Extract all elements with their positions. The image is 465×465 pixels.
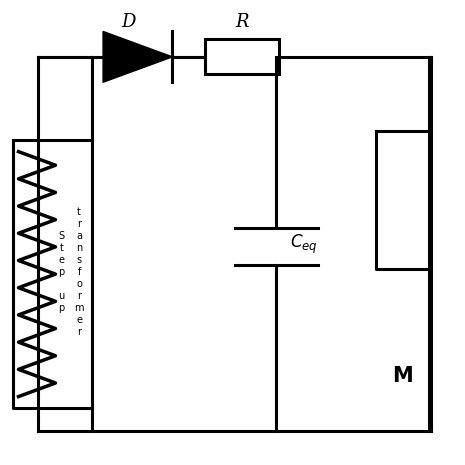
Text: D: D <box>121 13 136 31</box>
Text: R: R <box>235 13 248 31</box>
Text: S
t
e
p
 
u
p: S t e p u p <box>58 231 65 313</box>
Polygon shape <box>103 32 173 82</box>
Bar <box>205 39 279 74</box>
Text: M: M <box>392 366 413 386</box>
Text: t
r
a
n
s
f
o
r
m
e
r: t r a n s f o r m e r <box>74 207 84 337</box>
Text: $C_{eq}$: $C_{eq}$ <box>290 232 318 256</box>
